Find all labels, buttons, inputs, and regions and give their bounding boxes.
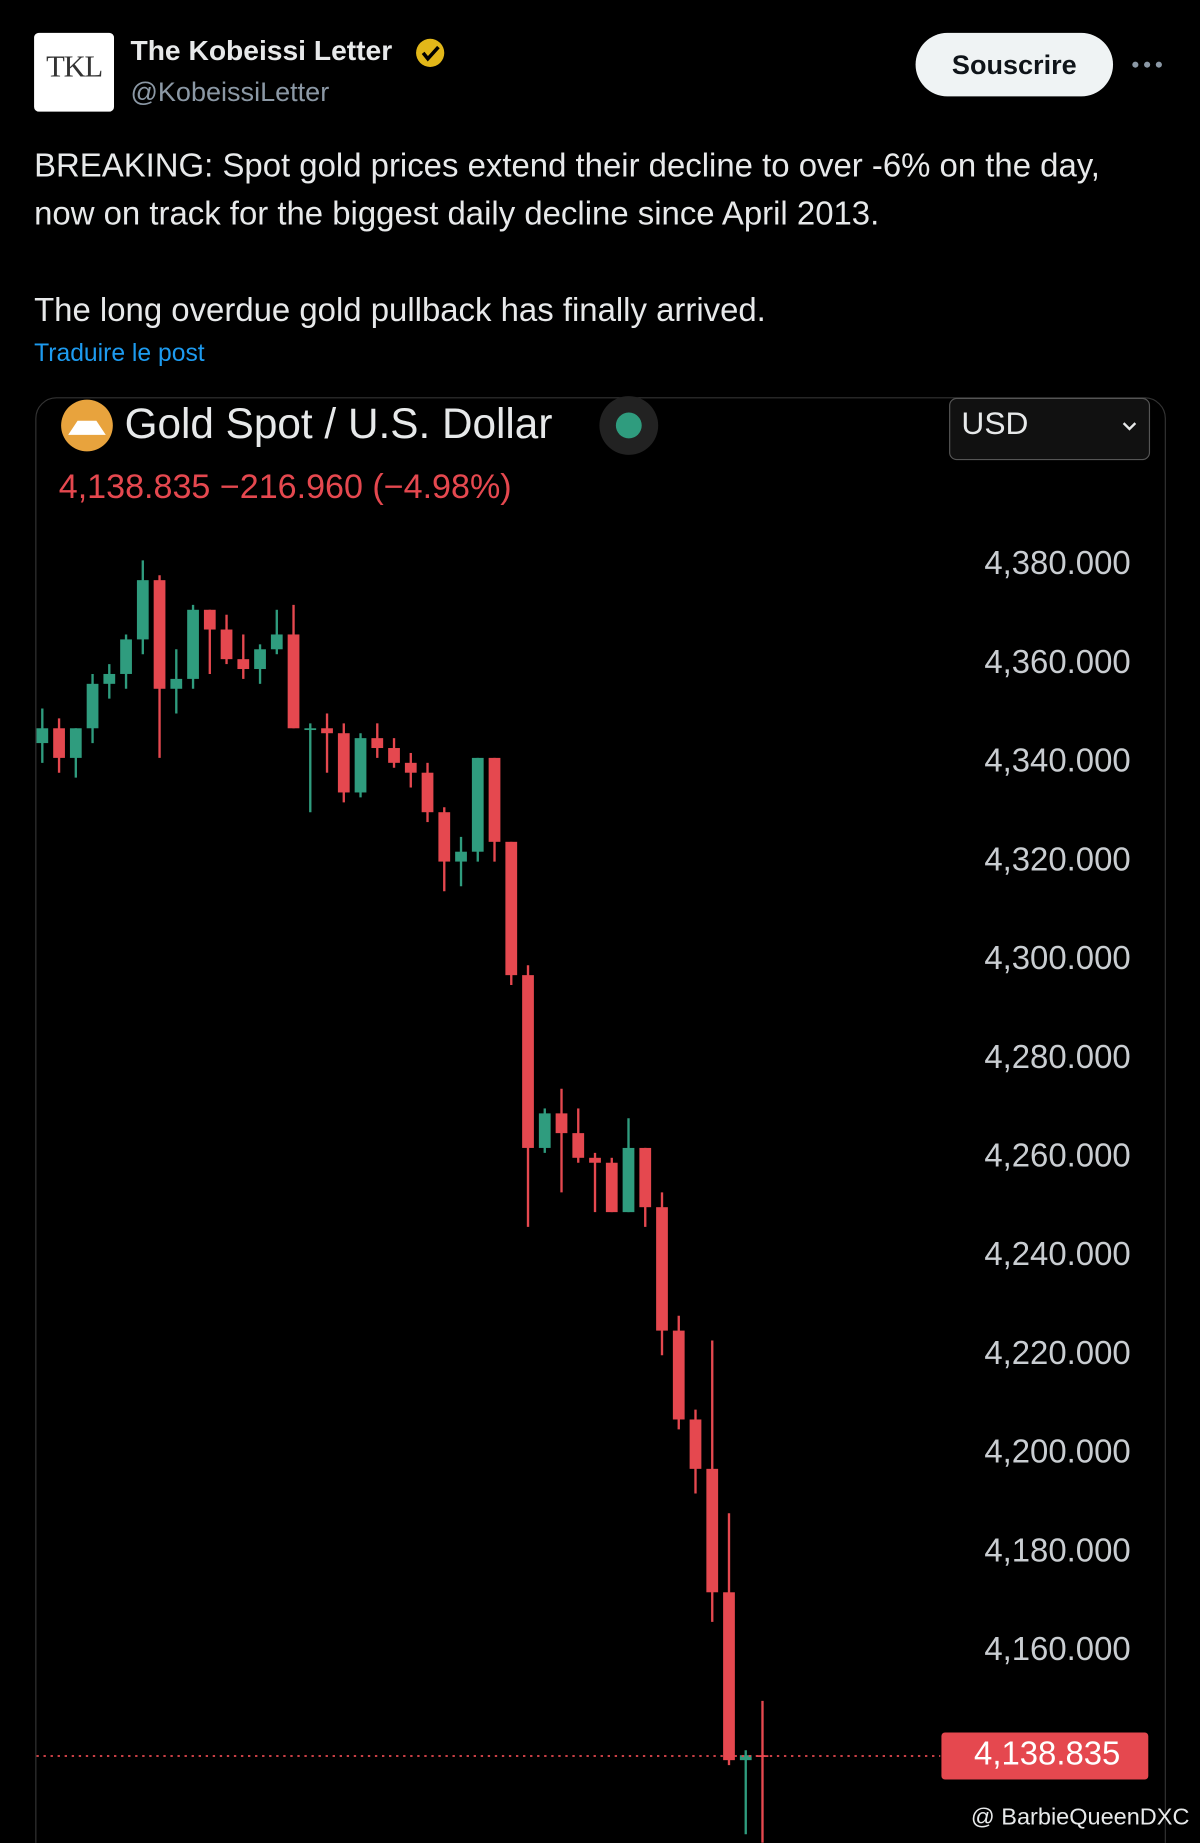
y-tick-label: 4,340.000 bbox=[984, 742, 1130, 779]
candle-body bbox=[254, 649, 266, 670]
candle-body bbox=[555, 1113, 568, 1134]
candle-body bbox=[371, 738, 384, 749]
more-button[interactable] bbox=[1132, 61, 1162, 68]
dropdown-arrow bbox=[1122, 422, 1137, 431]
candle-body bbox=[656, 1207, 668, 1331]
candle-body bbox=[220, 629, 233, 660]
last-price-label: 4,138.835 bbox=[974, 1735, 1120, 1772]
candle-body bbox=[756, 1755, 769, 1757]
follow-button[interactable]: Souscrire bbox=[915, 32, 1114, 97]
candle-body bbox=[622, 1147, 635, 1213]
candle-body bbox=[136, 580, 149, 640]
y-tick-label: 4,220.000 bbox=[984, 1334, 1130, 1371]
y-tick-label: 4,160.000 bbox=[984, 1630, 1130, 1667]
y-tick-label: 4,180.000 bbox=[984, 1531, 1130, 1568]
author-handle[interactable]: @KobeissiLetter bbox=[130, 76, 330, 107]
candle-body bbox=[203, 609, 216, 630]
candle-body bbox=[337, 733, 350, 793]
candle-body bbox=[572, 1133, 585, 1158]
paragraph: BREAKING: Spot gold prices extend their … bbox=[34, 146, 1100, 232]
candle-body bbox=[438, 812, 451, 862]
candle-body bbox=[153, 580, 166, 689]
y-tick-label: 4,300.000 bbox=[984, 939, 1130, 976]
candle-body bbox=[304, 728, 317, 731]
y-tick-label: 4,200.000 bbox=[984, 1433, 1130, 1470]
candle-body bbox=[237, 659, 250, 670]
candle-body bbox=[287, 634, 300, 729]
candle-body bbox=[36, 728, 49, 744]
candle-body bbox=[538, 1113, 551, 1148]
candle-body bbox=[170, 678, 183, 689]
candle-body bbox=[120, 639, 132, 674]
candle-body bbox=[471, 757, 484, 852]
chart-title: Gold Spot / U.S. Dollar bbox=[125, 400, 553, 447]
candle-body bbox=[723, 1592, 735, 1761]
verified-badge bbox=[416, 38, 445, 67]
y-tick-label: 4,280.000 bbox=[984, 1038, 1130, 1075]
last-price-box bbox=[941, 1732, 1149, 1780]
avatar[interactable]: TKL bbox=[34, 32, 115, 112]
translate-link[interactable]: Traduire le post bbox=[34, 339, 205, 367]
plot: 4,160.000 4,180.000 4,200.000 4,220.000 4,24… bbox=[36, 544, 1149, 1843]
candle-body bbox=[488, 757, 501, 842]
candle-body bbox=[522, 975, 534, 1148]
post-text: BREAKING: Spot gold prices extend their … bbox=[34, 141, 1168, 382]
candle-body bbox=[639, 1147, 652, 1208]
candle-body bbox=[53, 728, 65, 758]
candle-body bbox=[69, 728, 82, 758]
candle-body bbox=[589, 1157, 601, 1163]
candle-body bbox=[672, 1330, 685, 1420]
quote: 4,138.835 −216.960 (−4.98%) bbox=[59, 468, 512, 506]
candle-body bbox=[605, 1162, 618, 1213]
chart-frame[interactable] bbox=[35, 397, 1166, 1843]
candle-body bbox=[404, 762, 417, 773]
y-tick-label: 4,240.000 bbox=[984, 1235, 1130, 1272]
candle-body bbox=[706, 1468, 719, 1593]
candle-body bbox=[689, 1419, 702, 1469]
candle-body bbox=[103, 673, 116, 684]
candle-body bbox=[321, 728, 333, 734]
paragraph: The long overdue gold pullback has final… bbox=[34, 291, 766, 328]
candle-body bbox=[421, 772, 434, 813]
status-dot bbox=[615, 412, 642, 439]
y-tick-label: 4,380.000 bbox=[984, 544, 1130, 581]
currency-label: USD bbox=[961, 405, 1028, 441]
candle-body bbox=[388, 748, 400, 763]
candle-body bbox=[354, 738, 367, 793]
gold-logo bbox=[61, 399, 113, 452]
y-tick-label: 4,260.000 bbox=[984, 1136, 1130, 1173]
candle-body bbox=[739, 1755, 752, 1761]
header-icons bbox=[416, 38, 1162, 68]
y-tick-label: 4,320.000 bbox=[984, 840, 1130, 877]
candle-body bbox=[187, 609, 199, 679]
y-tick-label: 4,360.000 bbox=[984, 643, 1130, 680]
currency-select[interactable] bbox=[949, 397, 1151, 461]
candle-body bbox=[86, 683, 99, 729]
author-name[interactable]: The Kobeissi Letter bbox=[130, 35, 393, 67]
watermark: @ BarbieQueenDXC bbox=[971, 1803, 1190, 1829]
candle-body bbox=[505, 841, 518, 976]
candle-body bbox=[455, 851, 467, 862]
candle-body bbox=[270, 634, 283, 650]
